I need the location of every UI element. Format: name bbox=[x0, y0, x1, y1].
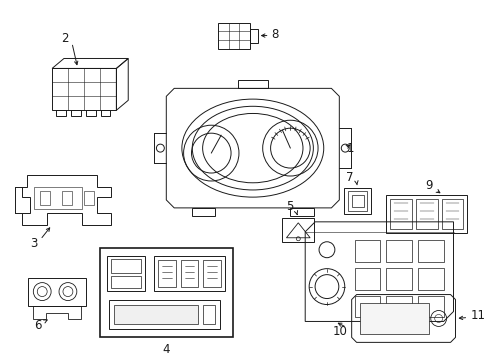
Bar bbox=[351, 195, 363, 207]
Bar bbox=[417, 296, 443, 318]
Bar bbox=[249, 28, 257, 42]
Bar bbox=[28, 278, 85, 306]
Text: 9: 9 bbox=[424, 180, 432, 193]
Bar bbox=[107, 256, 145, 291]
Bar bbox=[347, 191, 367, 211]
Bar bbox=[415, 199, 437, 229]
Bar bbox=[40, 191, 50, 205]
Bar bbox=[114, 305, 198, 324]
Text: 3: 3 bbox=[31, 237, 38, 250]
Bar bbox=[34, 187, 81, 209]
Bar bbox=[52, 68, 116, 110]
Bar bbox=[83, 191, 93, 205]
Bar bbox=[290, 208, 313, 216]
Bar bbox=[180, 260, 198, 287]
Text: 6: 6 bbox=[35, 319, 42, 332]
Bar bbox=[71, 110, 81, 116]
Bar bbox=[343, 188, 371, 214]
Bar bbox=[354, 268, 380, 289]
Bar bbox=[354, 240, 380, 262]
Text: 11: 11 bbox=[469, 309, 484, 322]
Bar bbox=[56, 110, 66, 116]
Bar bbox=[203, 260, 221, 287]
Bar bbox=[218, 23, 249, 49]
Bar bbox=[417, 240, 443, 262]
Bar bbox=[100, 248, 233, 337]
Bar bbox=[389, 199, 411, 229]
Text: 1: 1 bbox=[346, 141, 353, 155]
Bar bbox=[386, 268, 411, 289]
Bar bbox=[109, 300, 220, 329]
Bar bbox=[203, 305, 215, 324]
Text: 2: 2 bbox=[61, 32, 69, 45]
Bar bbox=[101, 110, 110, 116]
Bar bbox=[62, 191, 72, 205]
Bar bbox=[359, 302, 428, 334]
Bar bbox=[85, 110, 96, 116]
Bar bbox=[354, 296, 380, 318]
Bar bbox=[191, 208, 215, 216]
Bar bbox=[386, 296, 411, 318]
Bar bbox=[441, 199, 463, 229]
Text: 5: 5 bbox=[285, 201, 292, 213]
Text: 10: 10 bbox=[332, 325, 346, 338]
Bar bbox=[417, 268, 443, 289]
Bar bbox=[386, 195, 467, 233]
Bar bbox=[111, 259, 141, 273]
Bar bbox=[154, 256, 224, 291]
Text: 8: 8 bbox=[271, 28, 278, 41]
Bar bbox=[238, 80, 267, 88]
Text: 4: 4 bbox=[162, 343, 170, 356]
Bar bbox=[386, 240, 411, 262]
Text: 7: 7 bbox=[345, 171, 353, 184]
Bar bbox=[282, 218, 313, 242]
Bar bbox=[158, 260, 175, 287]
Bar bbox=[111, 276, 141, 288]
